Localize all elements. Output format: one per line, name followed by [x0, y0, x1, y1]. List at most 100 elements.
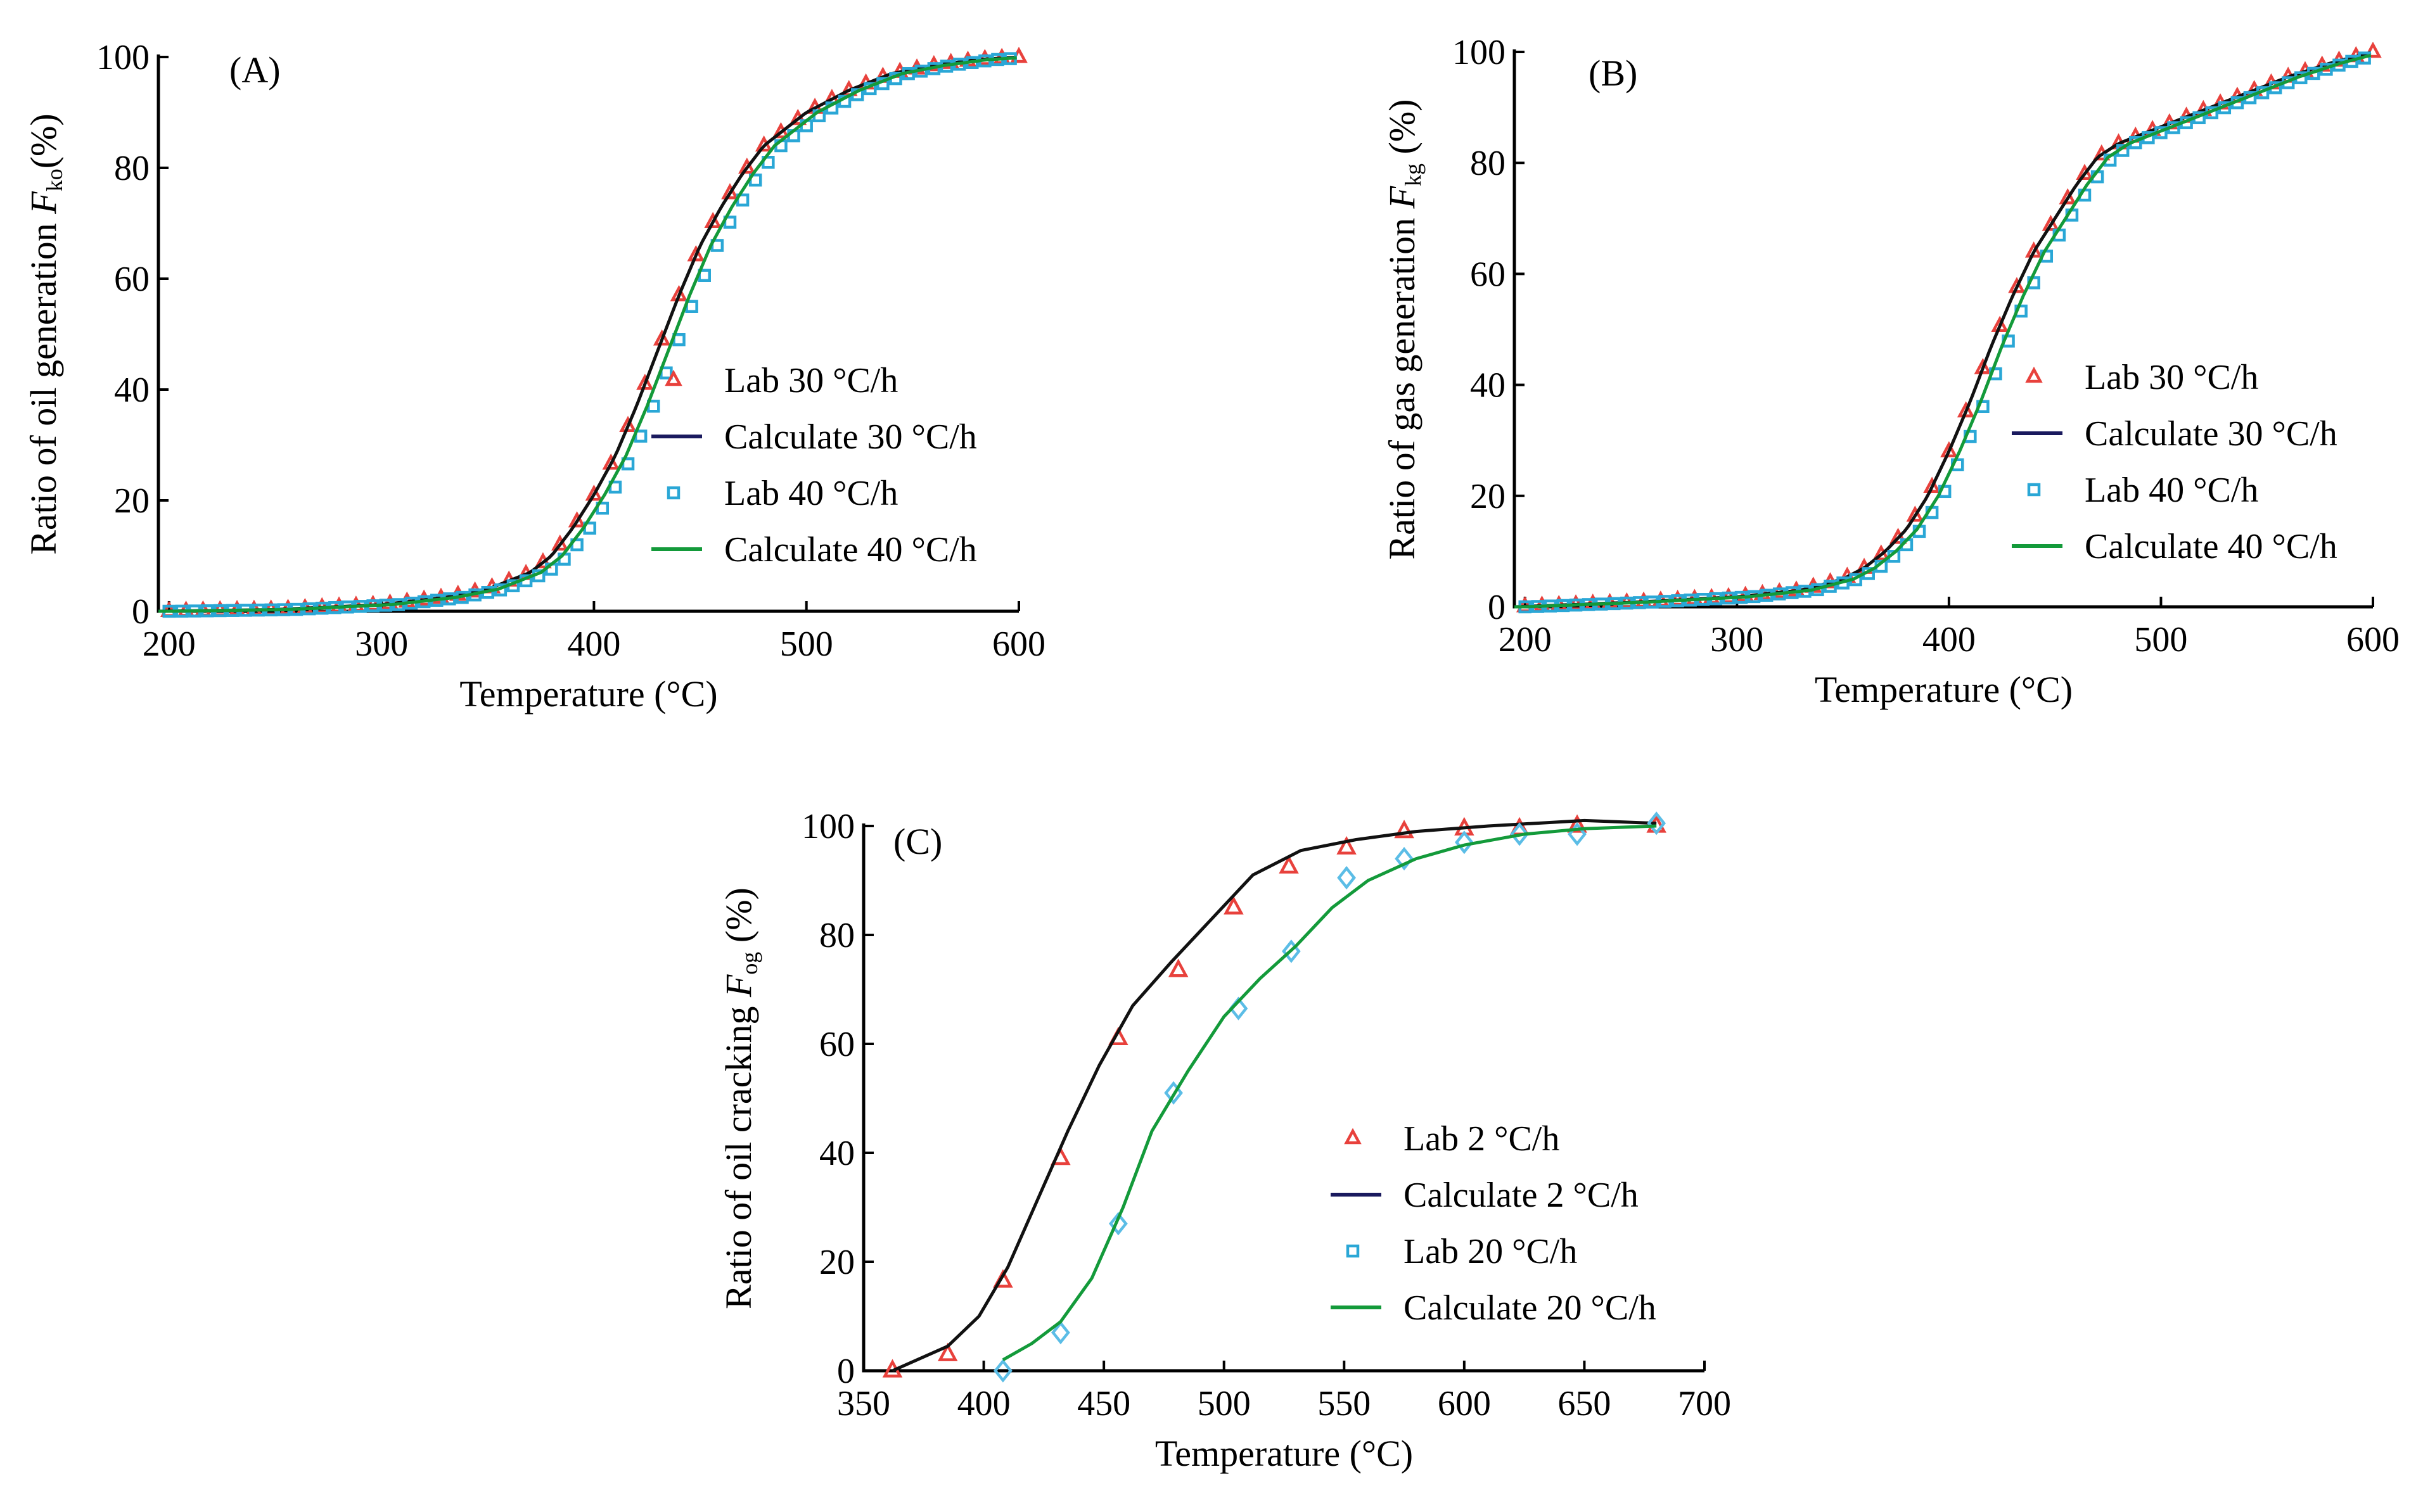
axes: [157, 54, 1019, 613]
legend-item: Calculate 40 °C/h: [651, 530, 977, 569]
data-point: [1394, 820, 1414, 839]
y-axis-title-var: F: [1381, 186, 1422, 209]
y-tick-label: 100: [802, 807, 855, 846]
y-tick-label: 60: [114, 260, 150, 299]
panel-label: (B): [1589, 53, 1637, 94]
data-point: [738, 157, 756, 174]
y-tick-label: 60: [1470, 255, 1506, 294]
legend-item: Calculate 30 °C/h: [651, 417, 977, 457]
y-axis-title-prefix: Ratio of oil cracking: [718, 997, 759, 1309]
legend-label: Lab 2 °C/h: [1403, 1119, 1559, 1159]
axes: [1512, 49, 2373, 609]
x-tick-label: 600: [2346, 620, 2400, 659]
y-tick-label: 20: [1470, 477, 1506, 516]
legend-item: Lab 30 °C/h: [665, 361, 898, 400]
y-axis-title-var: F: [718, 974, 759, 998]
legend-swatch-marker: [1344, 1128, 1362, 1145]
series-4: [1514, 53, 2372, 609]
data-point: [2364, 41, 2382, 58]
legend-label: Calculate 40 °C/h: [2085, 527, 2337, 566]
series-line: [892, 818, 1657, 1373]
data-point: [687, 245, 705, 262]
x-axis-title: Temperature (°C): [1155, 1433, 1413, 1474]
series-2: [892, 818, 1657, 1373]
data-point: [1906, 505, 1924, 522]
data-point: [1647, 811, 1666, 835]
x-tick-label: 400: [567, 625, 620, 664]
data-point: [1510, 822, 1529, 846]
legend: Lab 30 °C/h Calculate 30 °C/h Lab 40 °C/h C…: [651, 361, 977, 569]
series-2: [158, 55, 1017, 613]
y-tick-label: 40: [114, 371, 150, 410]
y-axis-title-prefix: Ratio of oil generation: [23, 214, 64, 555]
legend-swatch-marker: [2027, 483, 2041, 497]
y-tick-label: 80: [819, 916, 855, 955]
data-point: [1454, 830, 1474, 854]
legend-item: Lab 30 °C/h: [2025, 358, 2258, 397]
legend-swatch-marker: [1346, 1244, 1360, 1258]
data-point: [2024, 241, 2043, 258]
data-point: [937, 1342, 958, 1361]
x-tick-label: 500: [1198, 1384, 1251, 1423]
x-tick-label: 450: [1077, 1384, 1130, 1423]
y-axis-title: Ratio of oil cracking Fog (%): [718, 887, 762, 1309]
y-axis-title-suffix: (%): [23, 113, 64, 168]
data-point: [1109, 1212, 1128, 1236]
y-axis-title-suffix: (%): [718, 887, 759, 951]
legend-item: Calculate 40 °C/h: [2012, 527, 2337, 566]
legend-swatch-marker: [2025, 366, 2043, 383]
legend-label: Calculate 30 °C/h: [2085, 414, 2337, 454]
legend-label: Lab 40 °C/h: [724, 474, 898, 513]
legend-item: Calculate 20 °C/h: [1331, 1288, 1656, 1328]
y-tick-label: 80: [114, 149, 150, 188]
data-point: [721, 183, 739, 200]
data-point: [568, 511, 586, 528]
data-point: [636, 374, 654, 390]
x-tick-label: 350: [837, 1384, 890, 1423]
data-point: [1281, 939, 1301, 963]
x-tick-label: 550: [1317, 1384, 1371, 1423]
data-point: [1168, 958, 1189, 977]
legend-label: Lab 20 °C/h: [1403, 1232, 1577, 1271]
legend-label: Calculate 40 °C/h: [724, 530, 977, 569]
data-point: [1051, 1321, 1070, 1345]
y-axis-title-sub: og: [737, 952, 762, 975]
legend-label: Calculate 20 °C/h: [1403, 1288, 1656, 1328]
data-point: [1567, 814, 1587, 833]
x-tick-label: 600: [992, 625, 1045, 664]
data-point: [2042, 215, 2060, 231]
x-axis-title: Temperature (°C): [459, 673, 717, 715]
x-tick-label: 700: [1678, 1384, 1731, 1423]
data-point: [1974, 358, 1992, 374]
data-point: [551, 534, 569, 551]
x-axis-title: Temperature (°C): [1815, 669, 2073, 710]
data-point: [704, 212, 722, 228]
data-point: [619, 416, 637, 432]
legend-item: Lab 40 °C/h: [2027, 471, 2258, 510]
legend-label: Lab 40 °C/h: [2085, 471, 2258, 510]
data-point: [585, 485, 603, 501]
legend-swatch-marker: [667, 486, 681, 500]
x-tick-label: 400: [957, 1384, 1011, 1423]
data-point: [1337, 866, 1356, 890]
series-line: [1002, 824, 1657, 1361]
data-point: [2076, 163, 2094, 180]
data-point: [602, 454, 620, 470]
data-point: [2059, 188, 2076, 205]
x-tick-label: 200: [143, 625, 196, 664]
y-tick-label: 0: [1488, 588, 1506, 627]
series-4: [1002, 824, 1657, 1361]
series-line: [1514, 53, 2372, 609]
x-tick-label: 400: [1922, 620, 1976, 659]
series-line: [1514, 51, 2372, 609]
series-line: [158, 56, 1017, 613]
series-2: [1514, 51, 2372, 609]
y-tick-label: 20: [819, 1243, 855, 1282]
data-point: [1224, 896, 1244, 915]
data-point: [994, 1359, 1013, 1383]
data-point: [1940, 441, 1958, 457]
data-point: [1164, 1081, 1183, 1105]
data-point: [1957, 401, 1975, 417]
series-3: [994, 811, 1666, 1383]
y-axis-title: Ratio of oil generation Fko(%): [23, 113, 67, 554]
